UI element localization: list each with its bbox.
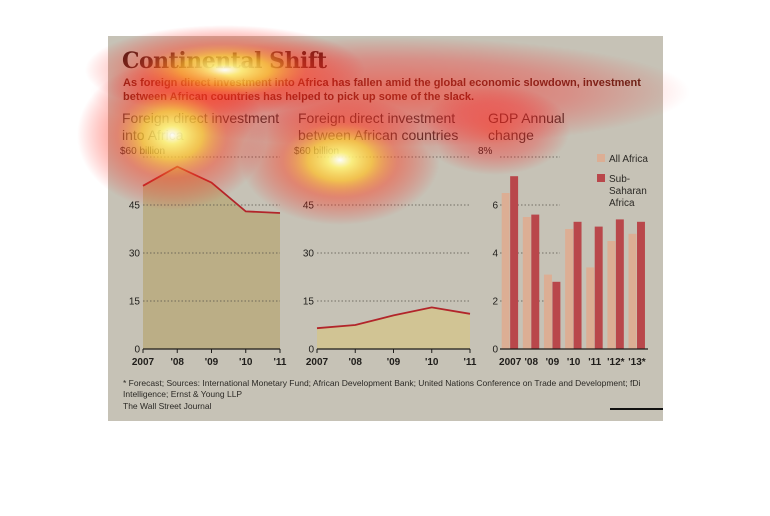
bar-all-africa [607,241,616,349]
legend-label-all-africa: All Africa [609,154,648,165]
bar-sub-saharan [594,226,603,349]
bar-sub-saharan [531,214,540,349]
credit: The Wall Street Journal [123,401,212,411]
x-tick-label: '12* [607,357,625,368]
y-tick-label: 45 [303,201,315,212]
bar-sub-saharan [552,281,561,349]
y-tick-label: 45 [129,201,141,212]
x-tick-label: '10 [239,357,253,368]
bar-sub-saharan [637,221,645,349]
area-fill [317,307,470,349]
y-tick-label: $60 billion [294,146,339,157]
x-tick-label: '11 [274,357,287,368]
x-tick-label: 2007 [306,357,329,368]
y-tick-label: 30 [129,249,141,260]
bar-all-africa [586,267,595,349]
x-tick-label: '09 [546,357,560,368]
y-tick-label: 8% [478,146,493,157]
bar-all-africa [543,274,552,349]
y-tick-label: 4 [492,249,498,260]
x-tick-label: '13* [628,357,646,368]
bar-all-africa [522,217,531,349]
x-tick-label: '10 [425,357,439,368]
x-tick-label: '08 [348,357,362,368]
x-tick-label: 2007 [132,357,155,368]
y-tick-label: 2 [492,297,498,308]
x-tick-label: 2007 [499,357,522,368]
bar-all-africa [565,229,574,349]
bar-all-africa [501,193,510,349]
y-tick-label: 0 [134,345,140,356]
chart-panel: Continental Shift As foreign direct inve… [108,36,663,421]
legend-label-sub-saharan: Sub-Saharan Africa [609,174,647,209]
x-tick-label: '10 [567,357,581,368]
x-tick-label: '08 [170,357,184,368]
footnote: * Forecast; Sources: International Monet… [123,378,641,399]
x-tick-label: '09 [387,357,401,368]
y-tick-label: 30 [303,249,315,260]
y-tick-label: 6 [492,201,498,212]
x-tick-label: '08 [525,357,539,368]
y-tick-label: 0 [308,345,314,356]
x-tick-label: '11 [588,357,601,368]
legend-swatch-all-africa [597,154,605,162]
bar-sub-saharan [615,219,624,349]
bar-sub-saharan [573,221,582,349]
y-tick-label: 15 [303,297,315,308]
bar-all-africa [628,233,637,349]
legend-swatch-sub-saharan [597,174,605,182]
x-tick-label: '11 [464,357,477,368]
divider-rule [610,408,663,410]
area-fill [143,166,280,349]
y-tick-label: 0 [492,345,498,356]
y-tick-label: 15 [129,297,141,308]
bar-sub-saharan [510,176,519,349]
x-tick-label: '09 [205,357,219,368]
y-tick-label: $60 billion [120,146,165,157]
